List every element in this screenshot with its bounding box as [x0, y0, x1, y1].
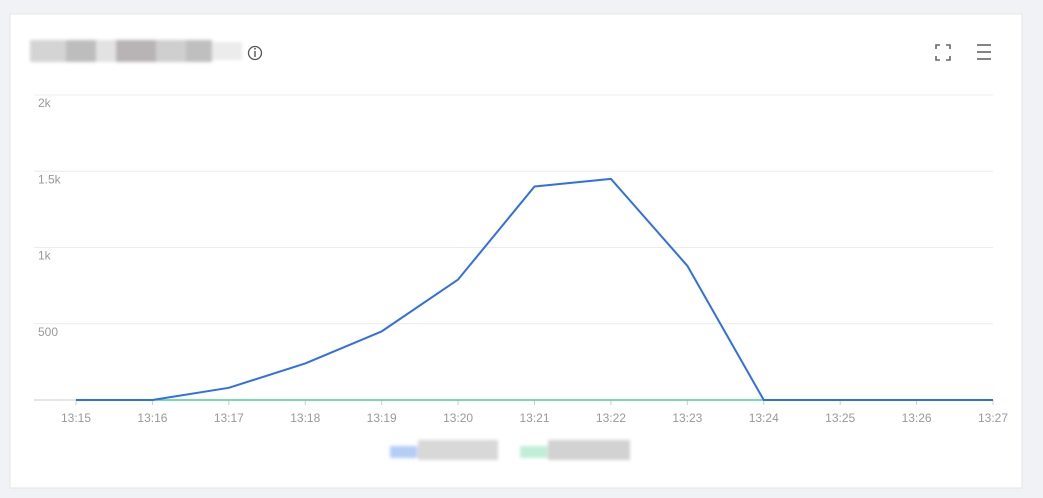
x-tick-label: 13:20: [443, 411, 473, 425]
x-tick-label: 13:22: [596, 411, 626, 425]
info-icon[interactable]: [247, 45, 263, 61]
series-line: [76, 177, 993, 401]
y-tick-label: 1k: [38, 249, 52, 263]
x-tick-label: 13:17: [214, 411, 244, 425]
title-blurred: [30, 40, 242, 62]
x-tick-label: 13:23: [672, 411, 702, 425]
x-tick-label: 13:25: [825, 411, 855, 425]
y-tick-label: 1.5k: [38, 172, 62, 186]
legend-swatch: [520, 446, 548, 458]
x-tick-label: 13:24: [749, 411, 779, 425]
legend[interactable]: [390, 440, 630, 460]
x-tick-label: 13:21: [519, 411, 549, 425]
y-tick-label: 2k: [38, 96, 52, 110]
fullscreen-icon[interactable]: [935, 44, 951, 61]
x-tick-label: 13:18: [290, 411, 320, 425]
legend-text-blurred: [548, 440, 630, 460]
legend-swatch: [390, 446, 418, 458]
x-tick-label: 13:19: [367, 411, 397, 425]
x-tick-label: 13:26: [902, 411, 932, 425]
x-tick-label: 13:16: [137, 411, 167, 425]
legend-text-blurred: [418, 440, 498, 460]
x-tick-label: 13:15: [61, 411, 91, 425]
x-tick-label: 13:27: [978, 411, 1008, 425]
card: [9, 13, 1023, 489]
menu-icon[interactable]: [977, 44, 991, 60]
y-tick-label: 500: [38, 325, 58, 339]
